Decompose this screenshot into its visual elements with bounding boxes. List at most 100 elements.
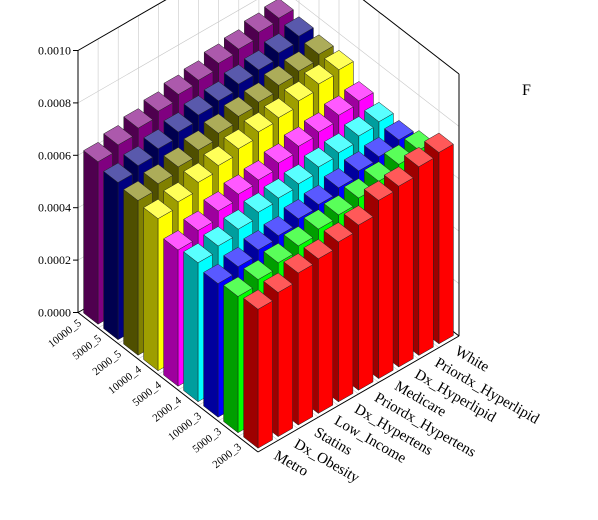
axis-edge	[77, 0, 167, 51]
bar-top-face	[203, 145, 234, 166]
bar-front-face	[438, 143, 454, 345]
bar-top-face	[163, 182, 194, 203]
bar-side-face	[203, 271, 219, 418]
bar-side-face	[183, 251, 199, 403]
bar-top-face	[303, 184, 334, 205]
series-tick-label: 10000_3	[166, 410, 204, 443]
bar-side-face	[243, 297, 259, 449]
bar-top-face	[243, 289, 273, 310]
series-tick-label: 5000_4	[130, 379, 164, 409]
bar-top-face	[203, 263, 233, 284]
bar-top-face	[243, 230, 274, 251]
bar-top-face	[183, 95, 214, 116]
bar-top-face	[103, 162, 133, 183]
bar-top-face	[323, 195, 354, 216]
bar-top-face	[323, 132, 354, 154]
bar-top-face	[163, 147, 194, 168]
bar	[103, 162, 133, 341]
bar-top-face	[283, 253, 314, 274]
bar-top-face	[263, 143, 294, 164]
bar-top-face	[343, 116, 374, 137]
series-tick-label: 5000_3	[190, 425, 224, 455]
bar-top-face	[203, 113, 234, 134]
bar-top-face	[223, 129, 254, 150]
bar-top-face	[243, 82, 274, 103]
bar-top-face	[163, 112, 194, 133]
bar-top-face	[303, 238, 334, 260]
bar-top-face	[283, 51, 314, 72]
bar-top-face	[183, 162, 214, 183]
bar-top-face	[83, 142, 113, 163]
bar-front-face	[338, 233, 354, 403]
bar-top-face	[323, 95, 354, 116]
series-tick-label: 2000_4	[150, 394, 184, 424]
bar-top-face	[303, 209, 334, 230]
bar-side-face	[103, 170, 119, 341]
bar-top-face	[284, 16, 314, 37]
bar-top-face	[344, 81, 374, 102]
bar-front-face	[297, 264, 313, 426]
bar-top-face	[223, 64, 254, 85]
bar-top-face	[243, 12, 274, 33]
bar-top-face	[143, 198, 173, 219]
bar-top-face	[203, 191, 234, 212]
axis-edge	[77, 312, 259, 453]
bar-top-face	[263, 178, 294, 199]
series-tick-label: 2000_3	[210, 441, 244, 471]
bar-top-face	[183, 130, 214, 151]
bar-top-face	[203, 226, 234, 247]
bar-top-face	[283, 126, 314, 147]
bar-top-face	[183, 60, 214, 81]
bar-top-face	[303, 112, 334, 133]
bar-side-face	[163, 238, 179, 387]
bar-front-face	[358, 216, 374, 391]
bar-front-face	[378, 191, 394, 380]
bar-top-face	[343, 151, 374, 172]
z-tick-label: 0.0010	[38, 44, 71, 58]
z-tick-label: 0.0004	[38, 201, 71, 215]
bar-top-face	[143, 128, 174, 150]
bar-top-face	[323, 222, 354, 243]
bar-top-face	[223, 246, 254, 267]
series-tick-label: 5000_5	[70, 332, 104, 362]
bar-top-face	[183, 210, 214, 231]
bar-top-face	[383, 166, 414, 187]
bar-top-face	[263, 33, 294, 54]
z-tick-label: 0.0008	[38, 96, 71, 110]
z-tick-label: 0.0006	[38, 148, 71, 162]
bar-top-face	[283, 198, 314, 220]
bar-top-face	[363, 180, 394, 201]
bar-top-face	[203, 43, 234, 64]
bar-top-face	[424, 132, 454, 153]
bar-top-face	[403, 147, 434, 168]
bar-top-face	[264, 0, 294, 19]
axis-edge	[257, 335, 460, 453]
bars-group	[83, 0, 454, 449]
bar-top-face	[143, 164, 174, 185]
bar-top-face	[384, 120, 414, 141]
bar-front-face	[318, 250, 334, 414]
bar-front-face	[398, 177, 414, 368]
bar-top-face	[223, 276, 253, 297]
bar-side-face	[123, 188, 139, 356]
bar-top-face	[283, 164, 314, 185]
bar-top-face	[103, 125, 134, 146]
bar-top-face	[304, 34, 334, 55]
bar-side-face	[83, 150, 99, 325]
bar-front-face	[277, 283, 293, 438]
bar-top-face	[303, 147, 334, 168]
bar-top-face	[263, 65, 294, 86]
bar-top-face	[243, 192, 274, 213]
bar-top-face	[243, 259, 274, 280]
bar-side-face	[143, 207, 159, 372]
bar	[243, 289, 273, 449]
series-tick-label: 10000_5	[46, 317, 84, 350]
bar-top-face	[243, 112, 274, 133]
bar-top-face	[223, 174, 254, 195]
bar-top-face	[143, 91, 174, 112]
bar-top-face	[123, 145, 154, 167]
z-tick-label: 0.0000	[38, 306, 71, 320]
bar-top-face	[123, 108, 154, 129]
